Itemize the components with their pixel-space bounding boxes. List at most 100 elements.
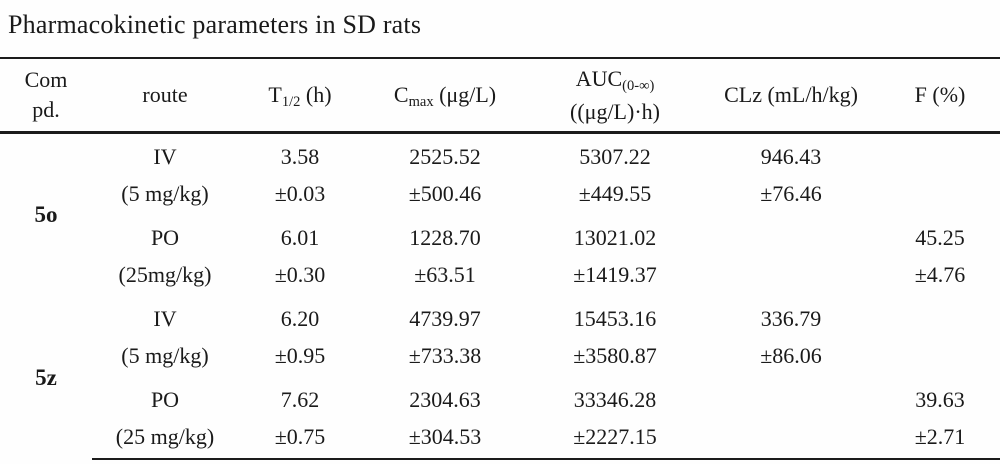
table-body: 5o IV (5 mg/kg) 3.58 ±0.03 2525.52 ±500.… — [0, 133, 1000, 460]
auc-cell: 13021.02 ±1419.37 — [528, 215, 702, 296]
clz-sd: ±76.46 — [760, 180, 822, 206]
auc-value: 13021.02 — [573, 224, 657, 250]
clz-sd — [702, 418, 880, 455]
dose-value: (25 mg/kg) — [115, 423, 215, 449]
f-value: 39.63 — [915, 386, 965, 412]
t12-unit: (h) — [300, 82, 332, 107]
f-sd: ±4.76 — [914, 261, 966, 287]
table-row-5z-po: PO (25 mg/kg) 7.62 ±0.75 2304.63 ±304.53… — [0, 377, 1000, 460]
f-cell — [880, 133, 1000, 216]
cmax-sd: ±733.38 — [408, 342, 482, 368]
t12-sd: ±0.75 — [274, 423, 326, 449]
table-row-5o-iv: 5o IV (5 mg/kg) 3.58 ±0.03 2525.52 ±500.… — [0, 133, 1000, 228]
t12-value: 7.62 — [280, 386, 320, 412]
route-cell: IV (5 mg/kg) — [92, 296, 238, 377]
compound-label-5z: 5z — [35, 364, 57, 390]
f-cell — [880, 296, 1000, 377]
f-sd — [880, 175, 1000, 212]
f-cell: 45.25 ±4.76 — [880, 215, 1000, 296]
dose-value: (25mg/kg) — [118, 261, 212, 287]
compound-header-line2: pd. — [32, 97, 60, 122]
f-sd: ±2.71 — [914, 423, 966, 449]
auc-sd: ±449.55 — [578, 180, 652, 206]
t12-cell: 6.20 ±0.95 — [238, 296, 362, 377]
route-cell: PO (25 mg/kg) — [92, 377, 238, 460]
cmax-cell: 4739.97 ±733.38 — [362, 296, 528, 377]
t12-symbol: T — [268, 82, 282, 107]
clz-value: 336.79 — [760, 305, 822, 331]
clz-cell — [702, 215, 880, 296]
route-value: PO — [150, 386, 180, 412]
compound-label-5o: 5o — [34, 202, 58, 227]
clz-value: 946.43 — [760, 143, 822, 169]
auc-cell: 5307.22 ±449.55 — [528, 133, 702, 216]
col-header-t12: T1/2 (h) — [238, 58, 362, 134]
f-sd — [880, 337, 1000, 374]
auc-subscript: (0-∞) — [622, 77, 655, 94]
cmax-sd: ±304.53 — [408, 423, 482, 449]
route-value: IV — [153, 305, 177, 331]
route-value: PO — [150, 224, 180, 250]
clz-cell: 946.43 ±76.46 — [702, 133, 880, 216]
table-row-5o-po: PO (25mg/kg) 6.01 ±0.30 1228.70 ±63.51 1… — [0, 215, 1000, 296]
col-header-route: route — [92, 58, 238, 134]
t12-cell: 3.58 ±0.03 — [238, 133, 362, 216]
cmax-value: 2525.52 — [409, 143, 481, 169]
auc-cell: 15453.16 ±3580.87 — [528, 296, 702, 377]
auc-cell: 33346.28 ±2227.15 — [528, 377, 702, 460]
col-header-f: F (%) — [880, 58, 1000, 134]
pk-parameters-table: Com pd. route T1/2 (h) Cmax (μg/L) AUC(0… — [0, 57, 1000, 460]
route-cell: PO (25mg/kg) — [92, 215, 238, 296]
auc-sd: ±3580.87 — [573, 342, 657, 368]
auc-sd: ±2227.15 — [573, 423, 657, 449]
clz-value — [702, 381, 880, 418]
compound-header-line1: Com — [24, 67, 68, 92]
t12-sd: ±0.30 — [274, 261, 326, 287]
table-title: Pharmacokinetic parameters in SD rats — [8, 10, 422, 39]
f-value: 45.25 — [915, 224, 965, 250]
clz-cell — [702, 377, 880, 460]
f-value — [880, 300, 1000, 337]
auc-header-line1: AUC(0-∞) — [528, 64, 702, 97]
dose-value: (5 mg/kg) — [121, 180, 209, 206]
col-header-clz: CLz (mL/h/kg) — [702, 58, 880, 134]
clz-cell: 336.79 ±86.06 — [702, 296, 880, 377]
cmax-value: 1228.70 — [409, 224, 481, 250]
clz-value — [702, 219, 880, 256]
cmax-sd: ±63.51 — [414, 261, 476, 287]
t12-sd: ±0.95 — [274, 342, 326, 368]
route-cell: IV (5 mg/kg) — [92, 133, 238, 216]
cmax-cell: 2525.52 ±500.46 — [362, 133, 528, 216]
col-header-cmax: Cmax (μg/L) — [362, 58, 528, 134]
auc-header-line2: ((μg/L)·h) — [570, 98, 660, 124]
clz-sd: ±86.06 — [760, 342, 822, 368]
cmax-symbol: C — [393, 82, 409, 107]
header-row: Com pd. route T1/2 (h) Cmax (μg/L) AUC(0… — [0, 58, 1000, 134]
cmax-cell: 2304.63 ±304.53 — [362, 377, 528, 460]
dose-value: (5 mg/kg) — [121, 342, 209, 368]
auc-value: 15453.16 — [573, 305, 657, 331]
table-header: Com pd. route T1/2 (h) Cmax (μg/L) AUC(0… — [0, 58, 1000, 134]
t12-cell: 7.62 ±0.75 — [238, 377, 362, 460]
t12-cell: 6.01 ±0.30 — [238, 215, 362, 296]
col-header-compound: Com pd. — [0, 58, 92, 134]
cmax-subscript: max — [408, 94, 434, 111]
cmax-cell: 1228.70 ±63.51 — [362, 215, 528, 296]
cmax-unit: (μg/L) — [433, 82, 497, 107]
auc-value: 33346.28 — [573, 386, 657, 412]
clz-sd — [702, 256, 880, 293]
f-value — [880, 138, 1000, 175]
t12-value: 6.20 — [280, 305, 320, 331]
cmax-value: 4739.97 — [409, 305, 481, 331]
table-row-5z-iv: 5z IV (5 mg/kg) 6.20 ±0.95 4739.97 ±733.… — [0, 296, 1000, 390]
route-value: IV — [153, 143, 177, 169]
col-header-auc: AUC(0-∞) ((μg/L)·h) — [528, 58, 702, 134]
t12-sd: ±0.03 — [274, 180, 326, 206]
f-cell: 39.63 ±2.71 — [880, 377, 1000, 460]
auc-sd: ±1419.37 — [573, 261, 657, 287]
t12-value: 6.01 — [280, 224, 320, 250]
cmax-value: 2304.63 — [409, 386, 481, 412]
cmax-sd: ±500.46 — [408, 180, 482, 206]
auc-value: 5307.22 — [579, 143, 651, 169]
